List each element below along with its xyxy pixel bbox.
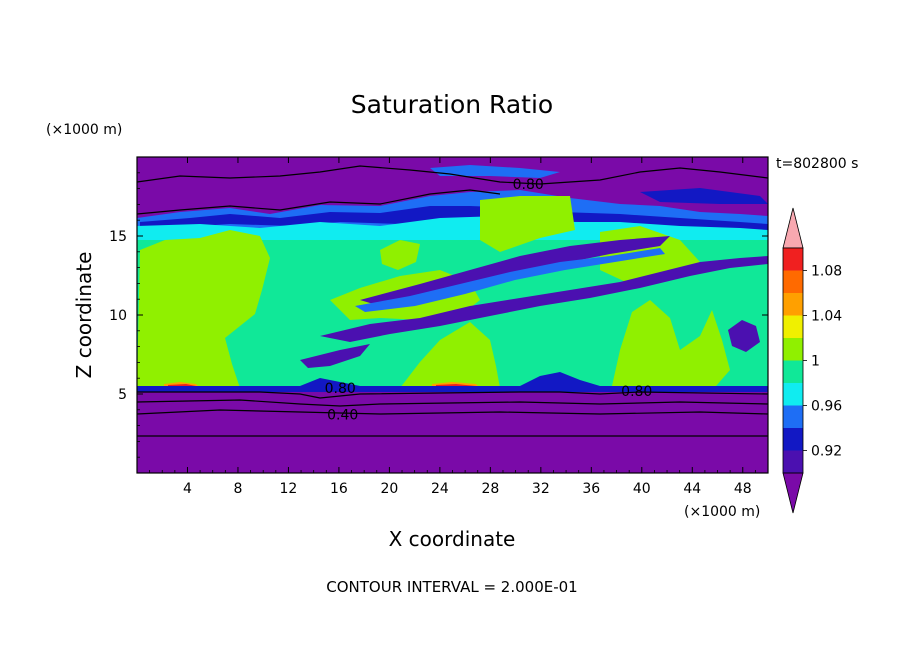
x-tick-label: 12 (280, 481, 298, 497)
y-tick-label: 15 (109, 229, 127, 245)
colorbar-band (783, 428, 803, 451)
contour-lines (137, 165, 768, 437)
colorbar-label: 1.08 (811, 264, 842, 280)
x-tick-label: 8 (233, 481, 242, 497)
green-right (612, 300, 730, 386)
plot-area: 0.800.800.800.40 4 8 12 16 20 24 28 32 36 40 44 48 … (109, 156, 769, 497)
contour-lower-2 (137, 409, 768, 415)
colorbar-label: 0.96 (811, 399, 842, 415)
green-upper-center (480, 196, 575, 252)
y-tick-label: 10 (109, 308, 127, 324)
colorbar-band (783, 270, 803, 293)
colorbar-extend-top (782, 207, 804, 249)
contour-upper (137, 165, 768, 185)
contour-upper-2 (137, 189, 501, 215)
colorbar-band (783, 248, 803, 271)
y-tick-label: 5 (118, 387, 127, 403)
colorbar-label: 1 (811, 354, 820, 370)
colorbar-band (783, 450, 803, 473)
time-label: t=802800 s (776, 156, 858, 172)
contour-boundary (137, 391, 768, 399)
contour-label: 0.80 (325, 381, 356, 397)
purple-streak-3 (300, 344, 370, 368)
colorbar-band (783, 338, 803, 361)
y-unit-label: (×1000 m) (46, 122, 122, 138)
x-tick-label: 48 (734, 481, 752, 497)
x-tick-label: 16 (330, 481, 348, 497)
colorbar-band (783, 405, 803, 428)
y-axis-title: Z coordinate (72, 252, 96, 379)
boundary-band (137, 372, 768, 392)
purple-blob-right (728, 320, 760, 352)
colorbar-band (783, 315, 803, 338)
colorbar-label: 1.04 (811, 309, 842, 325)
blue-streak-top (430, 165, 560, 178)
heatmap-field (137, 157, 768, 473)
colorbar-extend-bottom (782, 472, 804, 514)
contour-label: 0.40 (327, 408, 358, 424)
contour-lower-1 (137, 399, 768, 407)
x-axis-ticks: 4 8 12 16 20 24 28 32 36 40 44 48 (149, 157, 756, 497)
green-center (400, 322, 500, 388)
colorbar-band (783, 360, 803, 383)
x-tick-label: 24 (431, 481, 449, 497)
colorbar: 0.92 0.96 1 1.04 1.08 (782, 207, 842, 514)
x-unit-label: (×1000 m) (684, 504, 760, 520)
x-tick-label: 44 (683, 481, 701, 497)
blue-edge-mid (355, 248, 665, 312)
chart-title: Saturation Ratio (351, 90, 553, 119)
contour-label: 0.80 (621, 384, 652, 400)
x-tick-label: 32 (532, 481, 550, 497)
x-tick-label: 4 (183, 481, 192, 497)
purple-streak-2 (320, 256, 768, 342)
colorbar-label: 0.92 (811, 444, 842, 460)
colorbar-band (783, 383, 803, 406)
y-axis-ticks: 5 10 15 (109, 172, 768, 458)
contour-label-layer: 0.80 0.80 0.80 0.40 (325, 177, 653, 424)
x-tick-label: 36 (582, 481, 600, 497)
x-tick-label: 40 (633, 481, 651, 497)
contour-interval-label: CONTOUR INTERVAL = 2.000E-01 (326, 578, 577, 596)
x-tick-label: 20 (380, 481, 398, 497)
green-left (137, 230, 270, 388)
colorbar-band (783, 293, 803, 316)
x-tick-label: 28 (481, 481, 499, 497)
x-axis-title: X coordinate (389, 527, 516, 551)
contour-label: 0.80 (513, 177, 544, 193)
green-patch-small (380, 240, 420, 270)
blue-streak-right (640, 188, 768, 204)
